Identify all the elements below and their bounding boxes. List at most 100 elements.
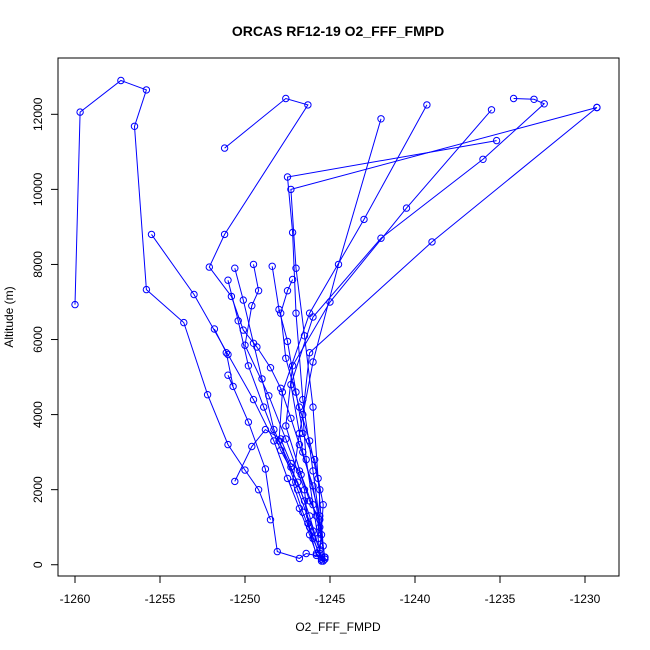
data-point xyxy=(334,260,343,269)
data-point xyxy=(305,497,314,505)
data-point xyxy=(282,354,290,362)
data-point xyxy=(305,512,314,520)
series-line xyxy=(227,280,322,558)
data-point xyxy=(142,86,151,94)
data-point xyxy=(249,339,258,347)
data-point xyxy=(530,95,538,104)
series-line xyxy=(234,428,326,560)
series-line xyxy=(280,279,321,539)
data-point xyxy=(261,465,270,473)
data-point xyxy=(295,554,304,563)
data-point xyxy=(321,553,329,561)
data-point xyxy=(294,478,302,486)
data-point xyxy=(282,422,290,430)
data-point xyxy=(593,103,601,112)
data-point xyxy=(287,185,295,194)
x-tick-label: -1260 xyxy=(60,592,91,606)
data-point xyxy=(288,478,297,486)
x-axis-title: O2_FFF_FMPD xyxy=(295,620,381,634)
data-point xyxy=(509,94,518,103)
data-point xyxy=(309,403,317,411)
series-line xyxy=(74,79,271,520)
data-point xyxy=(300,497,309,505)
data-point xyxy=(224,371,232,379)
x-tick-label: -1250 xyxy=(230,592,261,606)
data-point xyxy=(302,455,310,464)
y-tick-label: 8000 xyxy=(31,251,45,278)
data-point xyxy=(266,516,275,524)
x-tick-label: -1245 xyxy=(315,592,346,606)
data-point xyxy=(295,403,304,411)
data-point xyxy=(180,318,188,327)
data-point xyxy=(295,440,304,449)
x-tick-label: -1235 xyxy=(485,592,516,606)
data-point xyxy=(254,486,263,494)
series-line xyxy=(302,107,598,550)
data-point xyxy=(76,108,84,116)
x-tick-label: -1230 xyxy=(570,592,601,606)
data-point xyxy=(287,414,295,422)
data-point xyxy=(295,467,304,475)
data-point xyxy=(71,300,79,309)
data-point xyxy=(282,435,290,443)
data-point xyxy=(326,298,334,306)
y-tick-label: 4000 xyxy=(31,401,45,428)
y-axis: 0 2000 4000 6000 8000 10000 12000 xyxy=(31,97,59,568)
data-point xyxy=(241,341,249,349)
data-point xyxy=(224,440,232,449)
x-axis: -1260 -1255 -1250 -1245 -1240 -1235 -1230 xyxy=(60,575,601,606)
y-tick-label: 12000 xyxy=(31,97,45,131)
data-point xyxy=(210,325,219,333)
series-layer xyxy=(71,76,601,565)
y-tick-label: 10000 xyxy=(31,172,45,206)
data-point xyxy=(205,263,214,271)
data-point xyxy=(297,471,305,479)
x-tick-label: -1240 xyxy=(400,592,431,606)
data-point xyxy=(277,309,285,317)
data-point xyxy=(492,136,501,145)
data-point xyxy=(224,276,232,284)
data-point xyxy=(249,260,258,269)
data-point xyxy=(300,332,309,340)
data-point xyxy=(229,382,237,391)
data-point xyxy=(292,264,300,272)
data-point xyxy=(304,101,312,109)
data-point xyxy=(231,477,239,486)
data-point xyxy=(203,391,212,399)
series-15 xyxy=(210,325,329,563)
data-point xyxy=(241,466,249,474)
data-point xyxy=(311,455,319,464)
data-point xyxy=(266,364,275,372)
data-point xyxy=(268,262,276,270)
y-tick-label: 6000 xyxy=(31,326,45,353)
series-12 xyxy=(277,275,324,543)
y-tick-label: 0 xyxy=(31,561,45,568)
data-point xyxy=(244,418,253,426)
data-point xyxy=(258,375,266,383)
data-point xyxy=(377,115,385,123)
series-line xyxy=(286,140,497,535)
series-line xyxy=(290,98,546,517)
data-point xyxy=(316,486,324,494)
data-point xyxy=(283,287,292,295)
x-tick-label: -1255 xyxy=(145,592,176,606)
data-point xyxy=(147,230,156,239)
data-point xyxy=(479,155,487,164)
data-point xyxy=(487,106,496,114)
series-16 xyxy=(231,425,329,563)
data-point xyxy=(360,215,368,224)
data-point xyxy=(117,76,125,85)
data-point xyxy=(244,362,253,370)
data-point xyxy=(190,290,198,299)
data-point xyxy=(224,350,232,359)
data-point xyxy=(277,446,285,454)
y-tick-label: 2000 xyxy=(31,476,45,503)
data-point xyxy=(220,230,229,239)
data-point xyxy=(283,173,292,181)
data-point xyxy=(302,549,310,558)
data-point xyxy=(287,380,295,389)
data-point xyxy=(260,403,268,411)
data-point xyxy=(314,534,322,543)
